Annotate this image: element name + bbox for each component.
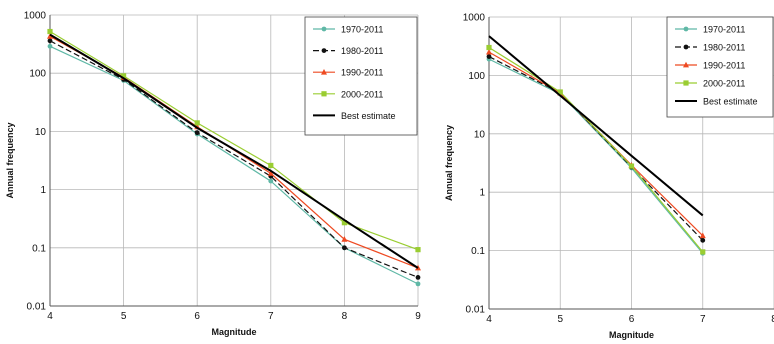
legend: 1970-2011 1980-2011 1990-2011 2000-2011 Best… [666,16,774,118]
data-point [268,178,274,184]
legend-marker [321,26,327,32]
series-line [488,47,704,253]
legend-label: 1990-2011 [703,61,745,71]
x-tick-label: 6 [629,314,635,325]
legend-marker [321,69,327,75]
y-tick-label: 1000 [24,11,47,22]
x-axis-label: Magnitude [212,327,257,337]
legend-label: 1980-2011 [703,43,745,53]
legend-label: 1990-2011 [341,68,383,78]
series-line [488,35,704,217]
series-Best estimate [488,35,704,217]
x-tick-label: 7 [268,311,274,322]
x-tick-label: 5 [557,314,563,325]
data-point [341,220,347,226]
y-tick-label: 100 [29,69,46,80]
data-point [47,33,53,39]
y-tick-label: 1 [40,185,46,196]
y-tick-label: 1000 [463,13,486,24]
data-point [194,120,200,126]
data-point [486,54,492,59]
y-tick-label: 0.01 [27,302,47,313]
legend-label: 1970-2011 [703,25,745,35]
data-point [267,170,274,176]
x-tick-label: 9 [415,311,421,322]
legend-label: 1970-2011 [341,25,383,35]
x-tick-label: 8 [342,311,348,322]
data-point [415,247,421,253]
y-tick-label: 10 [474,129,486,140]
series-Best estimate [49,33,419,269]
data-point [628,163,635,169]
y-tick-label: 0.1 [32,243,46,254]
series-line [488,58,704,254]
legend-label: 1980-2011 [341,46,383,56]
chart-1: 0.01 0.1 1 10 100 1000 4 5 6 7 8 9 Magnitude Annual f… [5,11,421,338]
data-point [47,28,53,35]
x-axis-label: Magnitude [609,330,654,340]
legend-label: Best estimate [703,97,758,107]
data-point [121,73,127,79]
y-tick-label: 1 [479,188,485,199]
y-tick-label: 0.1 [471,246,485,257]
data-point [342,245,347,251]
data-point [700,249,706,255]
x-tick-label: 4 [47,311,53,322]
data-point [486,44,492,51]
legend-marker [683,44,689,50]
legend: 1970-2011 1980-2011 1990-2011 2000-2011 Best… [304,16,418,136]
legend-marker [321,48,327,53]
legend-marker [321,91,327,97]
data-point [415,275,421,280]
x-tick-label: 7 [700,314,706,325]
series-2000-2011 [486,44,706,255]
data-point [700,237,706,243]
data-point [341,236,348,242]
data-point [47,38,53,44]
y-tick-label: 10 [35,127,47,138]
y-tick-label: 100 [468,71,485,82]
series-line [49,40,419,278]
x-tick-label: 6 [194,311,200,322]
series-line [488,56,704,241]
data-point [415,281,421,287]
data-point [47,43,53,49]
legend-marker [683,80,689,86]
data-point [557,89,563,95]
legend-marker [683,61,689,68]
data-point [486,48,492,55]
legend-label: Best estimate [341,111,396,121]
x-tick-label: 4 [486,314,492,325]
y-tick-label: 0.01 [466,305,486,316]
x-tick-label: 5 [121,311,127,322]
x-tick-label: 8 [771,314,774,325]
legend-label: 2000-2011 [341,89,383,99]
chart-2: 0.01 0.1 1 10 100 1000 4 5 6 7 8 Magnitude Annual fr… [444,13,774,340]
series-line [49,33,419,269]
data-point [699,232,706,239]
legend-label: 2000-2011 [703,79,745,89]
data-point [268,162,274,169]
legend-marker [683,26,689,32]
data-point [194,130,200,136]
series-line [49,45,419,285]
y-axis-label: Annual frequency [5,122,15,198]
y-axis-label: Annual frequency [444,125,454,201]
